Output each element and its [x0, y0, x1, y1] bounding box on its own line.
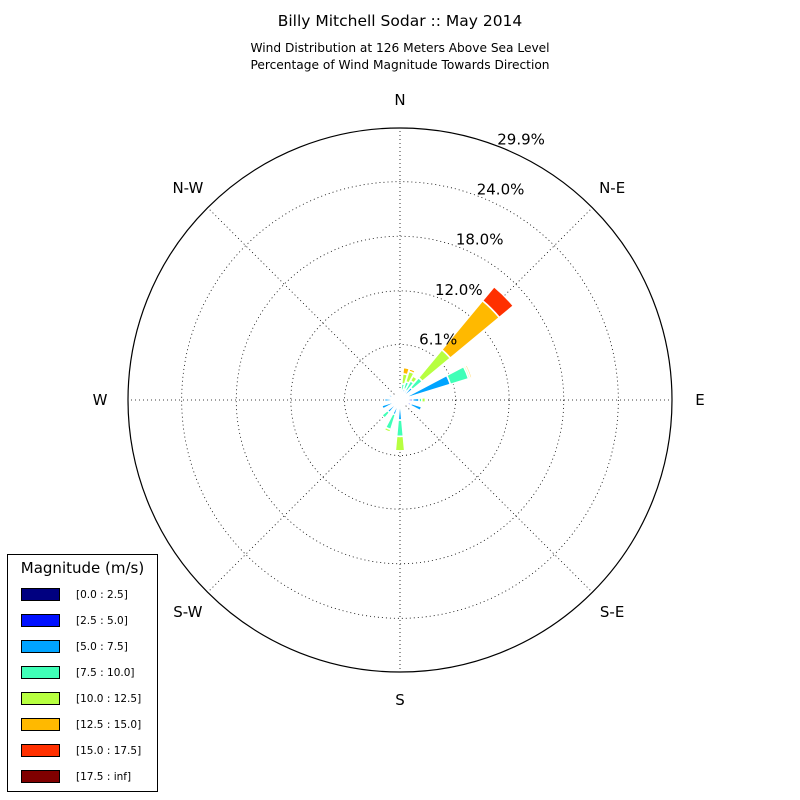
- wind-bar-segment: [411, 397, 420, 403]
- legend-swatch: [21, 770, 60, 783]
- wind-bar-segment: [394, 435, 406, 452]
- direction-label: N: [394, 91, 405, 109]
- legend-swatch: [21, 640, 60, 653]
- wind-bar-segment: [409, 402, 423, 412]
- legend-label: [5.0 : 7.5]: [76, 641, 128, 653]
- wind-bar-segment: [464, 363, 473, 380]
- polar-grid: [128, 128, 672, 672]
- direction-label: N-E: [599, 179, 625, 197]
- radial-gridline: [235, 235, 565, 565]
- direction-label: S-E: [600, 603, 624, 621]
- angular-gridline: [207, 207, 401, 401]
- radial-gridline: [344, 344, 456, 456]
- chart-subtitle-line-1: Wind Distribution at 126 Meters Above Se…: [250, 41, 550, 55]
- radial-tick-label: 18.0%: [456, 231, 504, 249]
- outer-boundary-circle: [127, 127, 673, 673]
- direction-label: W: [93, 391, 108, 409]
- legend-label: [10.0 : 12.5]: [76, 693, 142, 705]
- radial-tick-label: 12.0%: [435, 281, 483, 299]
- legend-label: [15.0 : 17.5]: [76, 745, 142, 757]
- angular-gridline: [399, 399, 593, 593]
- wind-bar-segment: [383, 397, 395, 403]
- legend-swatch: [21, 692, 60, 705]
- legend-swatch: [21, 744, 60, 757]
- angular-gridline: [207, 399, 401, 593]
- wind-bar-segment: [481, 285, 515, 319]
- wind-bar-segment: [408, 367, 417, 375]
- wind-bar-segment: [397, 392, 401, 397]
- legend-swatch: [21, 666, 60, 679]
- radial-tick-label: 29.9%: [497, 131, 545, 149]
- legend-label: [17.5 : inf]: [76, 771, 132, 783]
- direction-label: S-W: [173, 603, 202, 621]
- direction-label: E: [695, 391, 704, 409]
- radial-gridline: [290, 290, 510, 510]
- chart-subtitle-line-2: Percentage of Wind Magnitude Towards Dir…: [250, 58, 550, 72]
- wind-bar-segment: [383, 426, 392, 433]
- chart-title: Billy Mitchell Sodar :: May 2014: [277, 12, 523, 30]
- wind-bar-segment: [441, 299, 501, 359]
- wind-bar-segment: [395, 419, 405, 438]
- legend: Magnitude (m/s) [0.0 : 2.5] [2.5 : 5.0] [5…: [7, 554, 158, 792]
- direction-label: N-W: [172, 179, 203, 197]
- legend-swatch: [21, 718, 60, 731]
- wind-bar-segment: [387, 393, 395, 399]
- wind-bar-segment: [420, 396, 427, 404]
- direction-label: S: [395, 691, 405, 709]
- legend-swatch: [21, 588, 60, 601]
- wind-bars: [380, 285, 515, 452]
- radial-gridline: [181, 181, 619, 619]
- legend-title: Magnitude (m/s): [20, 559, 145, 577]
- wind-bar-segment: [381, 409, 391, 419]
- legend-label: [0.0 : 2.5]: [76, 589, 128, 601]
- radial-tick-label: 24.0%: [477, 180, 525, 198]
- radial-tick-label: 6.1%: [419, 331, 457, 349]
- legend-label: [7.5 : 10.0]: [76, 667, 135, 679]
- axis-labels: N N-E E S-E S S-W W N-W 6.1% 12.0% 18.0% 24.0% 29.9%: [93, 91, 705, 709]
- legend-label: [2.5 : 5.0]: [76, 615, 128, 627]
- legend-label: [12.5 : 15.0]: [76, 719, 142, 731]
- legend-swatch: [21, 614, 60, 627]
